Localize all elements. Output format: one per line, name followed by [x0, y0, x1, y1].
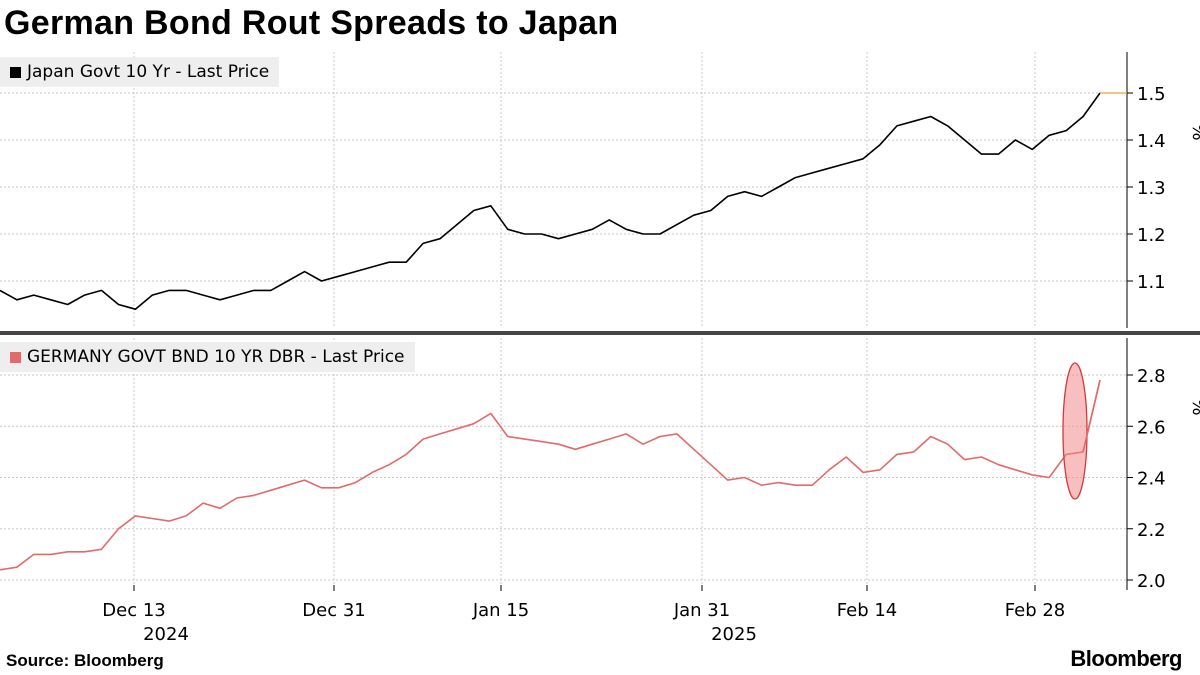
ytick-label-germany-1: 2.2 — [1137, 520, 1166, 541]
x-tick-label-1: Dec 31 — [302, 600, 365, 621]
legend-label-germany: GERMANY GOVT BND 10 YR DBR - Last Price — [27, 347, 405, 367]
x-year-label-3: 2025 — [711, 624, 757, 645]
bloomberg-logo: Bloomberg — [1070, 646, 1182, 671]
y-unit-japan: % — [1188, 123, 1200, 140]
panel-divider — [0, 331, 1200, 335]
x-tick-label-3: Jan 31 — [673, 600, 730, 621]
series-line-germany — [0, 379, 1101, 571]
highlight-ellipse — [1062, 362, 1088, 500]
source-note: Source: Bloomberg — [6, 651, 164, 670]
legend-swatch-japan — [10, 66, 21, 78]
ytick-label-germany-0: 2.0 — [1137, 571, 1166, 592]
ytick-label-japan-2: 1.3 — [1137, 178, 1166, 199]
ytick-label-japan-4: 1.5 — [1137, 84, 1166, 105]
legend-swatch-germany — [10, 351, 21, 363]
ytick-label-germany-4: 2.8 — [1137, 366, 1166, 387]
legend-germany: GERMANY GOVT BND 10 YR DBR - Last Price — [0, 342, 415, 372]
legend-label-japan: Japan Govt 10 Yr - Last Price — [27, 62, 270, 82]
x-tick-label-4: Feb 14 — [837, 600, 898, 621]
x-year-label-0: 2024 — [143, 624, 189, 645]
x-tick-label-2: Jan 15 — [472, 600, 529, 621]
ytick-label-japan-1: 1.2 — [1137, 225, 1166, 246]
x-tick-label-5: Feb 28 — [1005, 600, 1066, 621]
series-line-japan — [0, 92, 1101, 311]
ytick-label-germany-3: 2.6 — [1137, 417, 1166, 438]
legend-japan: Japan Govt 10 Yr - Last Price — [0, 57, 280, 87]
ytick-label-japan-0: 1.1 — [1137, 272, 1166, 293]
ytick-label-germany-2: 2.4 — [1137, 469, 1166, 490]
chart-title: German Bond Rout Spreads to Japan — [4, 4, 619, 42]
x-tick-label-0: Dec 13 — [102, 600, 165, 621]
series-last-segment-germany — [1082, 379, 1101, 453]
ytick-label-japan-3: 1.4 — [1137, 131, 1166, 152]
y-unit-germany: % — [1188, 398, 1200, 415]
